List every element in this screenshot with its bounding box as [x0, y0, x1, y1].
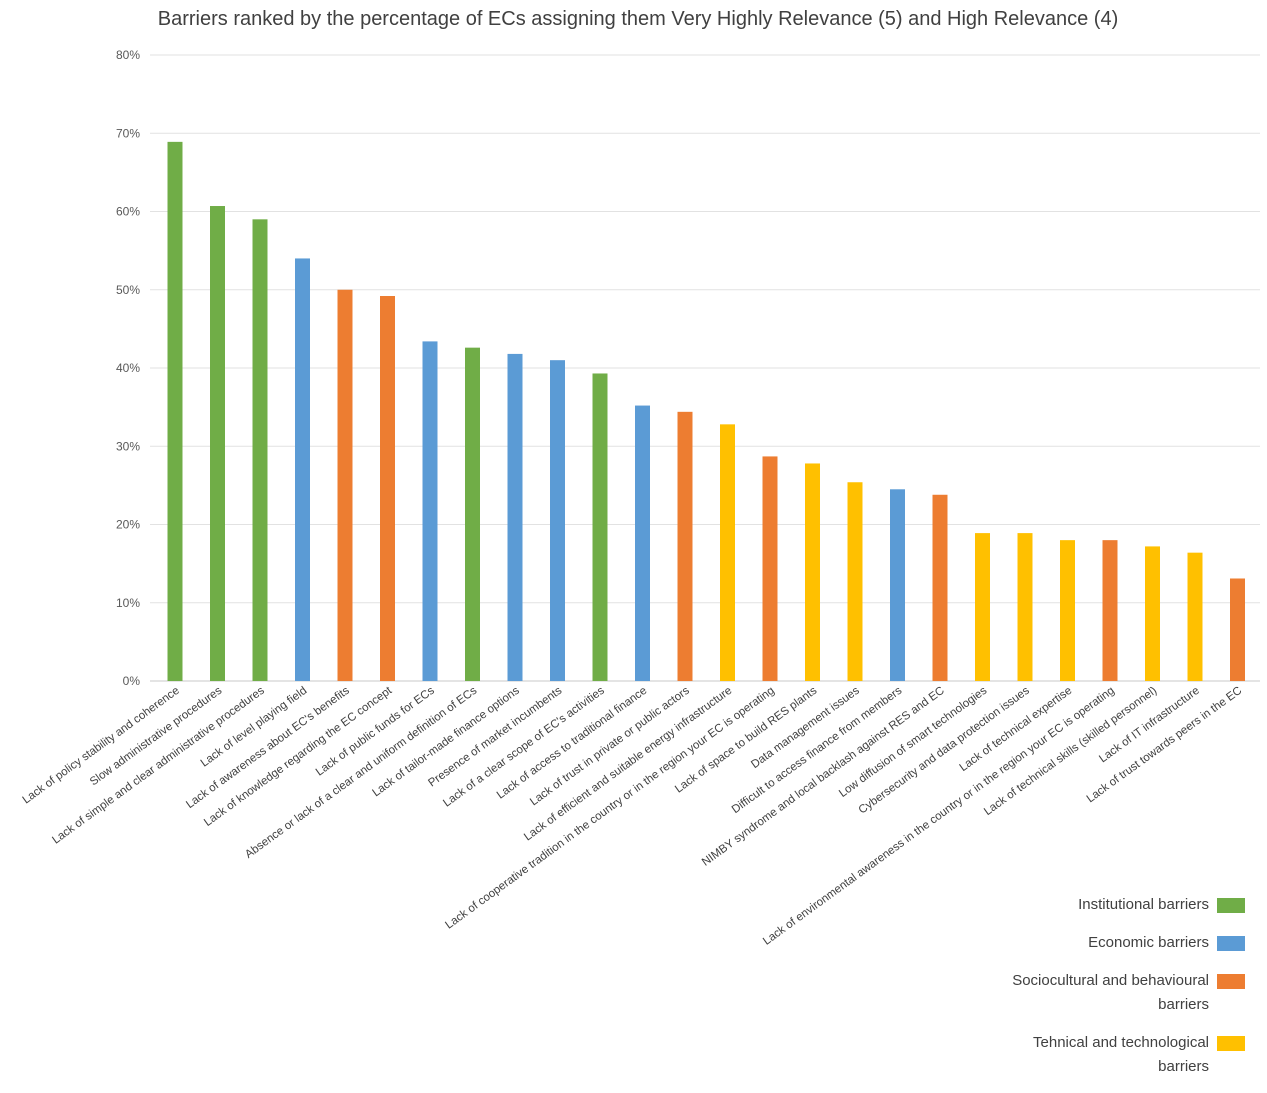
bar	[1102, 540, 1118, 681]
y-tick-label: 40%	[116, 361, 140, 375]
bar	[635, 405, 650, 681]
bar	[1187, 552, 1203, 681]
legend-label: Economic barriers	[1088, 934, 1209, 951]
y-tick-label: 10%	[116, 596, 140, 610]
bar	[550, 360, 565, 681]
bar	[507, 353, 523, 681]
bar	[167, 141, 183, 682]
bar	[847, 482, 863, 681]
y-tick-label: 20%	[116, 518, 140, 532]
bar	[805, 463, 820, 681]
bar	[380, 296, 395, 681]
bar	[1230, 578, 1245, 681]
bar	[762, 456, 778, 681]
legend-item: Institutional barriers	[955, 893, 1245, 917]
legend-item: Economic barriers	[955, 931, 1245, 955]
legend-swatch	[1217, 936, 1245, 951]
y-tick-label: 80%	[116, 48, 140, 62]
y-tick-label: 0%	[123, 674, 141, 688]
y-tick-label: 70%	[116, 126, 140, 140]
legend-swatch	[1217, 974, 1245, 989]
bar	[465, 347, 480, 681]
bar	[975, 533, 990, 681]
bar	[1017, 533, 1033, 681]
bar	[1060, 540, 1075, 681]
bar	[252, 219, 268, 681]
x-category-label: Lack of policy stability and coherence	[21, 685, 182, 807]
y-tick-label: 60%	[116, 205, 140, 219]
bar	[677, 411, 693, 681]
legend-label: Sociocultural and behavioural barriers	[1012, 972, 1209, 1013]
legend-label: Institutional barriers	[1078, 896, 1209, 913]
bars	[167, 141, 1245, 682]
bar	[932, 494, 948, 681]
legend-swatch	[1217, 1036, 1245, 1051]
legend-item: Tehnical and technological barriers	[955, 1031, 1245, 1079]
legend: Institutional barriers Economic barriers S…	[955, 893, 1245, 1093]
gridlines	[150, 54, 1260, 682]
bar	[337, 289, 353, 681]
bar	[422, 341, 438, 681]
bar	[720, 424, 735, 681]
y-tick-label: 30%	[116, 439, 140, 453]
y-tick-label: 50%	[116, 283, 140, 297]
x-category-label: Lack of trust towards peers in the EC	[1085, 685, 1245, 806]
bar	[592, 373, 608, 681]
y-axis-ticks: 0% 10% 20% 30% 40% 50% 60% 70% 80%	[116, 48, 140, 688]
bar	[890, 489, 905, 681]
chart-title: Barriers ranked by the percentage of ECs…	[157, 8, 1119, 30]
legend-item: Sociocultural and behavioural barriers	[955, 969, 1245, 1017]
bar	[295, 258, 310, 681]
legend-label: Tehnical and technological barriers	[1033, 1034, 1209, 1075]
legend-swatch	[1217, 898, 1245, 913]
x-category-label: Lack of trust in private or public actor…	[528, 685, 692, 809]
bar	[210, 206, 225, 681]
bar	[1145, 546, 1160, 681]
